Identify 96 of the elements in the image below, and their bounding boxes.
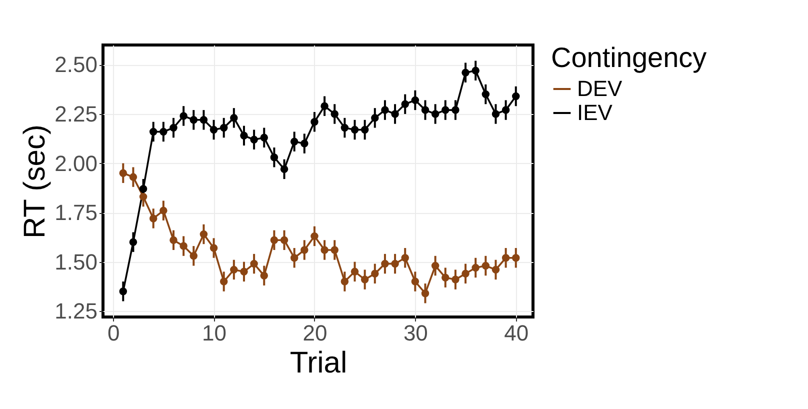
point	[119, 169, 128, 177]
point	[260, 134, 268, 142]
point	[310, 232, 318, 240]
point	[200, 116, 208, 124]
point	[290, 254, 298, 262]
point	[442, 274, 450, 282]
point	[330, 246, 338, 254]
point	[139, 192, 148, 201]
point	[482, 262, 490, 270]
y-tick-label: 2.50	[54, 52, 98, 78]
point	[472, 66, 480, 74]
point	[442, 106, 450, 114]
point	[340, 278, 349, 286]
point	[280, 236, 288, 244]
point	[320, 102, 328, 110]
point	[330, 110, 338, 118]
point	[502, 106, 510, 114]
point	[421, 289, 430, 298]
point	[391, 260, 399, 268]
point	[391, 110, 399, 118]
x-tick-label: 20	[302, 320, 328, 346]
point	[139, 185, 148, 193]
point	[462, 68, 470, 76]
point	[250, 260, 258, 268]
point	[149, 128, 158, 136]
point	[250, 136, 258, 144]
legend-label: IEV	[577, 100, 613, 125]
point	[492, 110, 500, 118]
point	[360, 276, 369, 284]
point	[381, 260, 389, 268]
point	[230, 114, 238, 122]
point	[320, 246, 328, 254]
point	[270, 236, 278, 244]
y-tick-label: 1.50	[54, 249, 98, 274]
point	[452, 276, 460, 284]
point	[482, 90, 490, 98]
point	[502, 254, 510, 262]
point	[381, 106, 389, 114]
point	[230, 266, 238, 274]
point	[160, 206, 168, 214]
point	[200, 230, 208, 238]
point	[170, 236, 178, 244]
point	[340, 124, 349, 132]
point	[240, 132, 248, 140]
x-tick-label: 30	[403, 320, 428, 346]
point	[129, 238, 138, 246]
point	[401, 100, 409, 108]
point	[270, 153, 278, 162]
point	[180, 112, 188, 120]
point	[472, 264, 480, 272]
point	[180, 242, 188, 250]
point	[210, 126, 218, 134]
point	[300, 246, 308, 254]
y-tick-label: 2.25	[54, 101, 98, 126]
point	[240, 268, 248, 276]
point	[401, 254, 409, 262]
point	[260, 272, 268, 280]
point	[129, 173, 138, 181]
point	[492, 266, 500, 274]
point	[350, 268, 359, 276]
point	[210, 244, 218, 252]
point	[170, 124, 178, 132]
point	[421, 106, 430, 114]
y-tick-label: 1.75	[54, 200, 98, 226]
y-tick-label: 1.25	[54, 298, 98, 324]
point	[371, 270, 379, 278]
x-tick-label: 10	[202, 320, 227, 346]
point	[220, 124, 228, 132]
point	[411, 96, 420, 104]
point	[220, 278, 228, 286]
point	[280, 165, 288, 174]
point	[431, 110, 440, 118]
point	[452, 106, 460, 114]
point	[512, 92, 520, 100]
legend-title: Contingency	[551, 42, 707, 73]
point	[462, 270, 470, 278]
point	[300, 140, 308, 148]
point	[371, 114, 379, 122]
point	[350, 126, 359, 134]
x-tick-label: 40	[504, 320, 529, 346]
point	[512, 254, 520, 262]
x-tick-label: 0	[107, 320, 120, 346]
y-axis-title: RT (sec)	[18, 124, 52, 238]
point	[431, 262, 440, 270]
point	[190, 116, 198, 124]
y-tick-label: 2.00	[54, 150, 98, 176]
point	[190, 252, 198, 260]
legend-label: DEV	[577, 76, 623, 101]
x-axis-title: Trial	[290, 346, 348, 380]
point	[160, 128, 168, 136]
point	[411, 278, 420, 286]
point	[290, 138, 298, 146]
point	[360, 126, 369, 134]
point	[149, 214, 158, 222]
point	[310, 118, 318, 126]
point	[119, 288, 128, 296]
